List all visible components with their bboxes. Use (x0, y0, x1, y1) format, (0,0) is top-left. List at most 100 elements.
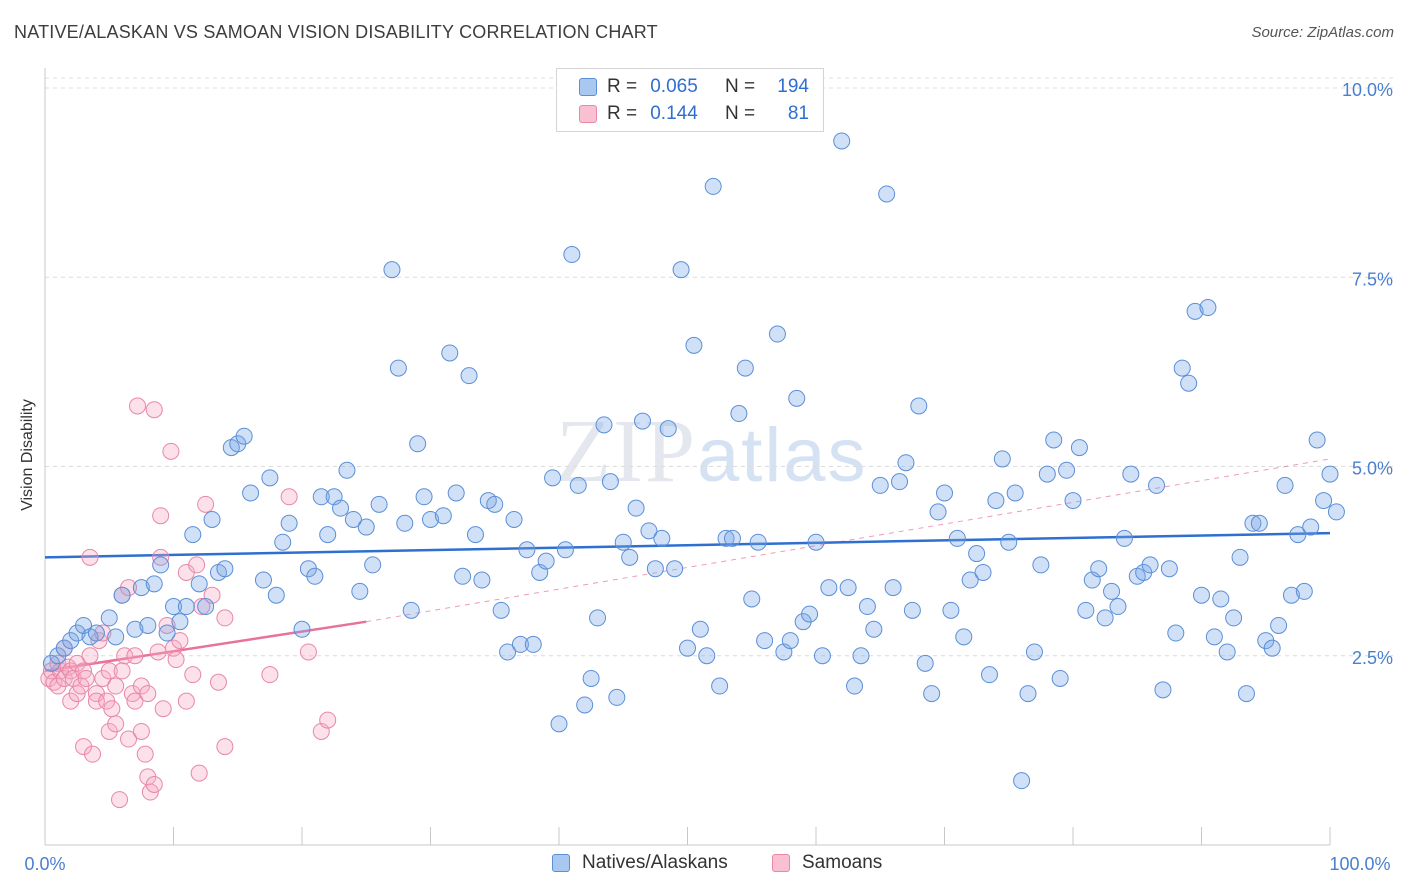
natives-point (165, 598, 182, 616)
legend-swatch-samoans (772, 854, 790, 872)
natives-point (1231, 548, 1249, 566)
samoans-point (162, 442, 180, 460)
natives-point (235, 427, 253, 445)
legend-row-samoans: R = 0.144 N = 81 (579, 101, 809, 127)
natives-point (499, 643, 517, 661)
samoans-point (81, 647, 99, 665)
axes (44, 68, 1331, 846)
samoans-point (126, 647, 144, 665)
samoans-point (261, 666, 279, 684)
series-legend: Natives/Alaskans Samoans (0, 852, 1406, 876)
natives-point (813, 647, 831, 665)
natives-point (1237, 685, 1255, 703)
legend-n-label: N = (725, 76, 756, 97)
samoans-point (81, 548, 99, 566)
y-tick-label: 2.5% (1352, 648, 1393, 668)
natives-point (190, 575, 208, 593)
legend-n-value: 194 (777, 76, 809, 97)
natives-point (1006, 484, 1024, 502)
natives-point (679, 639, 696, 657)
natives-point (1282, 586, 1300, 604)
natives-point (936, 484, 953, 502)
natives-point (974, 563, 992, 581)
natives-point (756, 632, 774, 650)
natives-point (878, 185, 896, 203)
natives-point (280, 514, 298, 532)
natives-point (1193, 586, 1210, 604)
natives-point (884, 579, 902, 597)
legend-n-value: 81 (787, 103, 809, 124)
natives-point (865, 620, 883, 638)
natives-point (589, 609, 607, 627)
natives-point (595, 416, 613, 434)
legend-r-label: R = (607, 103, 638, 124)
natives-point (627, 499, 645, 517)
natives-point (666, 560, 684, 578)
natives-point (261, 469, 279, 487)
samoans-point (132, 722, 150, 740)
natives-point (672, 261, 690, 279)
legend-item-samoans: Samoans (772, 852, 882, 874)
natives-point (961, 571, 979, 589)
natives-point (1154, 681, 1172, 699)
natives-point (929, 503, 947, 521)
natives-point (659, 420, 677, 438)
natives-point (852, 647, 870, 665)
natives-point (1199, 299, 1217, 317)
natives-point (216, 560, 234, 578)
natives-point (1321, 465, 1339, 483)
natives-point (158, 624, 176, 642)
samoans-point (299, 643, 317, 661)
natives-point (511, 635, 529, 653)
watermark-atlas: atlas (697, 413, 868, 498)
natives-point (1025, 643, 1043, 661)
natives-point (1019, 685, 1037, 703)
natives-point (711, 677, 729, 695)
natives-point (1000, 533, 1018, 551)
legend-item-natives: Natives/Alaskans (552, 852, 728, 874)
natives-point (1302, 518, 1320, 536)
natives-point (698, 647, 716, 665)
samoans-point (280, 488, 298, 506)
x-tick-label: 0.0% (24, 854, 65, 874)
natives-point (505, 510, 523, 528)
natives-point (1064, 492, 1082, 510)
natives-point (839, 579, 857, 597)
natives-point (389, 359, 407, 377)
samoans-trend-line (44, 620, 367, 673)
natives-point (1109, 598, 1127, 616)
samoans-point (100, 662, 118, 680)
natives-point (942, 601, 960, 619)
samoans-point (103, 700, 121, 718)
samoans-point (87, 692, 105, 710)
natives-point (968, 545, 986, 563)
natives-point (1186, 302, 1204, 320)
natives-point (338, 461, 356, 479)
legend-swatch-natives (552, 854, 570, 872)
tick-labels: 2.5% 5.0% 7.5% 10.0% 0.0% 100.0% (24, 80, 1393, 874)
natives-point (704, 177, 722, 195)
natives-point (1045, 431, 1063, 449)
natives-point (152, 556, 170, 574)
samoans-point (120, 730, 138, 748)
samoans-point (136, 745, 154, 763)
natives-point (576, 696, 594, 714)
samoans-point (209, 673, 227, 691)
natives-point (415, 488, 433, 506)
natives-point (1315, 492, 1333, 510)
natives-point (903, 601, 921, 619)
samoans-point (154, 700, 172, 718)
natives-point (1225, 609, 1243, 627)
natives-point (344, 510, 362, 528)
natives-point (980, 666, 998, 684)
natives-point (1013, 772, 1031, 790)
natives-point (460, 367, 478, 385)
natives-point (910, 397, 928, 415)
natives-point (139, 616, 157, 634)
legend-n-label: N = (725, 103, 756, 124)
natives-point (1289, 526, 1307, 544)
natives-point (1096, 609, 1114, 627)
samoans-point (145, 775, 163, 793)
natives-point (171, 613, 189, 631)
natives-point (145, 575, 163, 593)
